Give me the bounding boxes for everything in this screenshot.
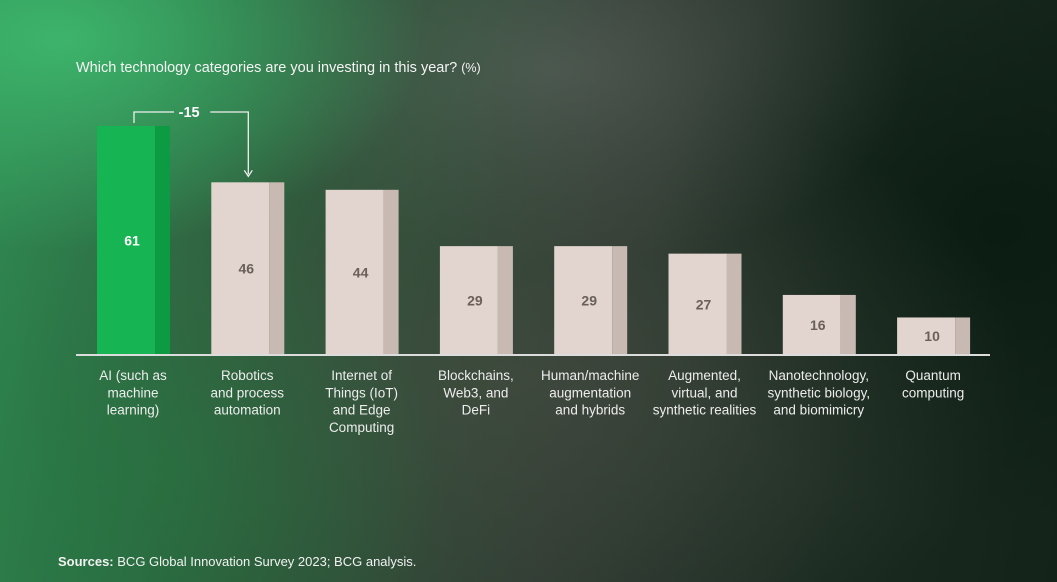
source-note: Sources: BCG Global Innovation Survey 20… bbox=[58, 554, 416, 569]
category-label-line: Human/machine bbox=[541, 368, 639, 383]
category-label: Internet of Things (IoT) and Edge Computing bbox=[325, 368, 398, 435]
bar-front bbox=[97, 126, 155, 355]
category-label-line: Blockchains, bbox=[438, 368, 514, 383]
bar-value-label: 46 bbox=[239, 261, 255, 277]
category-label-line: learning) bbox=[107, 403, 160, 418]
bar-value-label: 44 bbox=[353, 264, 369, 280]
category-label-line: synthetic biology, bbox=[768, 385, 871, 400]
bar-side bbox=[612, 246, 628, 355]
bar-side bbox=[383, 189, 399, 355]
bar-value-label: 29 bbox=[467, 293, 483, 309]
bar-value-label: 29 bbox=[581, 293, 597, 309]
category-label-line: augmentation bbox=[549, 385, 631, 400]
category-label-line: AI (such as bbox=[99, 368, 167, 383]
category-label-line: Computing bbox=[329, 420, 394, 435]
bar-5: 27 bbox=[668, 253, 742, 355]
bar-side bbox=[155, 126, 170, 355]
category-label-line: computing bbox=[902, 385, 964, 400]
bar-2: 44 bbox=[325, 189, 399, 355]
bar-side bbox=[955, 317, 971, 355]
chart-title-text: Which technology categories are you inve… bbox=[76, 60, 458, 76]
category-label: AI (such as machine learning) bbox=[99, 368, 167, 418]
annotation-left-bracket bbox=[133, 111, 174, 123]
difference-annotation: -15 bbox=[133, 105, 253, 178]
category-labels-group: AI (such as machine learning) Robotics and p… bbox=[99, 368, 964, 435]
bar-side bbox=[497, 246, 513, 355]
category-label: Nanotechnology, synthetic biology, and bio… bbox=[768, 368, 871, 418]
category-label-line: synthetic realities bbox=[653, 403, 757, 418]
bar-value-label: 16 bbox=[810, 317, 826, 333]
bar-6: 16 bbox=[782, 294, 856, 355]
bar-1: 46 bbox=[211, 182, 285, 355]
bar-value-label: 61 bbox=[124, 233, 140, 249]
category-label: Quantum computing bbox=[902, 368, 964, 400]
bar-side bbox=[840, 294, 856, 355]
bar-value-label: 27 bbox=[696, 296, 712, 312]
bar-7: 10 bbox=[897, 317, 971, 355]
category-label-line: automation bbox=[214, 403, 281, 418]
category-label: Robotics and process automation bbox=[211, 368, 285, 418]
bar-3: 29 bbox=[439, 246, 513, 355]
category-label-line: Nanotechnology, bbox=[769, 368, 869, 383]
category-label-line: Internet of bbox=[331, 368, 392, 383]
category-label-line: and Edge bbox=[333, 403, 391, 418]
category-label-line: Robotics bbox=[221, 368, 274, 383]
category-label-line: and hybrids bbox=[555, 403, 625, 418]
category-label-line: and process bbox=[211, 385, 285, 400]
category-label-line: Augmented, bbox=[668, 368, 741, 383]
category-label-line: machine bbox=[107, 385, 158, 400]
bar-front bbox=[782, 294, 841, 355]
annotation-label: -15 bbox=[179, 105, 200, 121]
category-label: Human/machine augmentation and hybrids bbox=[541, 368, 639, 418]
category-label-line: virtual, and bbox=[671, 385, 737, 400]
chart-title: Which technology categories are you inve… bbox=[76, 60, 481, 76]
bar-front bbox=[439, 246, 498, 355]
bar-side bbox=[269, 182, 285, 355]
bar-front bbox=[325, 189, 384, 355]
category-label-line: DeFi bbox=[462, 403, 491, 418]
bar-front bbox=[668, 253, 727, 355]
chart-title-unit: (%) bbox=[461, 61, 481, 75]
bar-side bbox=[726, 253, 742, 355]
bar-0: 61 bbox=[97, 126, 170, 355]
bar-chart: 61 46 44 29 29 27 16 10 AI (such as machine learn… bbox=[76, 105, 990, 435]
bar-front bbox=[211, 182, 270, 355]
category-label: Augmented, virtual, and synthetic realitie… bbox=[653, 368, 757, 418]
category-label-line: Things (IoT) bbox=[325, 385, 398, 400]
bar-value-label: 10 bbox=[924, 328, 940, 344]
annotation-arrowhead bbox=[243, 169, 253, 178]
category-label-line: Quantum bbox=[905, 368, 961, 383]
bars-group: 61 46 44 29 29 27 16 10 bbox=[97, 126, 971, 355]
category-label-line: and biomimicry bbox=[773, 403, 864, 418]
source-label: Sources: bbox=[58, 554, 114, 569]
category-label-line: Web3, and bbox=[443, 385, 508, 400]
category-label: Blockchains, Web3, and DeFi bbox=[438, 368, 514, 418]
source-text: BCG Global Innovation Survey 2023; BCG a… bbox=[117, 554, 417, 569]
bar-4: 29 bbox=[554, 246, 628, 355]
bar-front bbox=[554, 246, 613, 355]
annotation-right-bracket bbox=[210, 111, 249, 175]
bar-front bbox=[897, 317, 956, 355]
